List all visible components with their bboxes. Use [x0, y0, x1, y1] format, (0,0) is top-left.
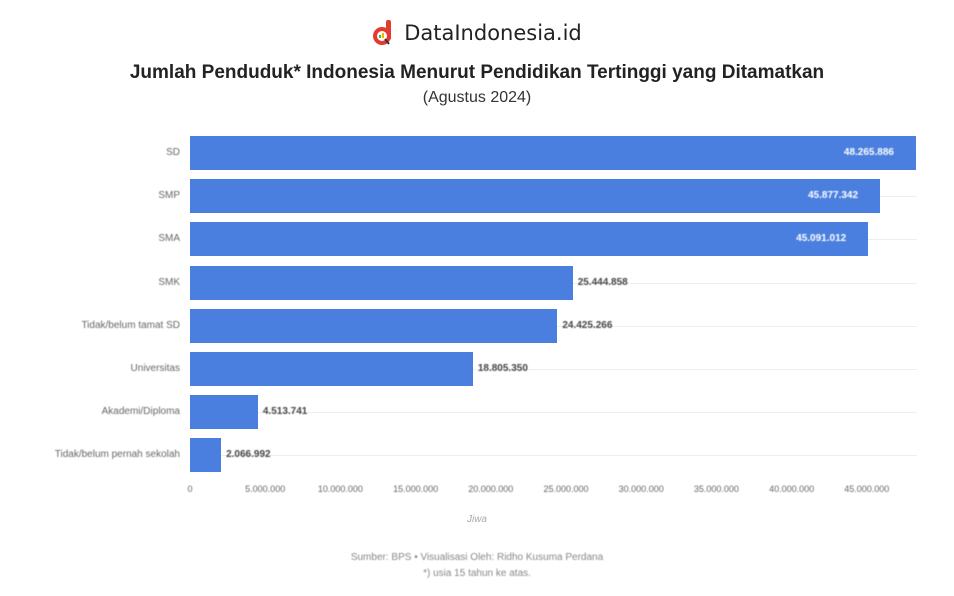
category-label: SMA — [158, 233, 180, 245]
x-tick-label: 40.000.000 — [769, 484, 815, 494]
x-tick-label: 20.000.000 — [468, 484, 514, 494]
bar[interactable] — [190, 265, 573, 300]
category-label: Tidak/belum tamat SD — [81, 319, 180, 331]
category-label: Universitas — [130, 363, 180, 374]
grid-line — [190, 369, 917, 370]
value-label: 24.425.266 — [562, 319, 613, 331]
category-label: Tidak/belum pernah sekolah — [54, 449, 180, 461]
value-label: 18.805.350 — [477, 363, 528, 374]
bar[interactable] — [190, 352, 473, 386]
category-label: SD — [166, 147, 180, 158]
footnote: *) usia 15 tahun ke atas. — [423, 568, 531, 579]
value-label: 2.066.992 — [226, 449, 271, 461]
bar[interactable] — [190, 438, 222, 473]
chart-title: Jumlah Penduduk* Indonesia Menurut Pendi… — [129, 62, 825, 83]
x-tick-label: 25.000.000 — [543, 484, 589, 494]
value-label: 45.091.012 — [796, 233, 847, 245]
grid-line — [190, 455, 917, 457]
dataindonesia-logo-icon — [372, 20, 394, 46]
value-label: 4.513.741 — [262, 406, 308, 418]
source-note: Sumber: BPS • Visualisasi Oleh: Ridho Ku… — [350, 552, 604, 563]
bar[interactable] — [190, 395, 258, 430]
category-label: SMP — [158, 190, 180, 202]
x-tick-label: 35.000.000 — [693, 484, 739, 494]
bar[interactable] — [190, 136, 916, 170]
x-tick-label: 30.000.000 — [618, 484, 664, 494]
brand-name: DataIndonesia.id — [404, 21, 582, 45]
x-tick-label: 10.000.000 — [317, 484, 363, 494]
value-label: 25.444.858 — [577, 276, 628, 288]
bar[interactable] — [190, 179, 880, 214]
value-label: 45.877.342 — [807, 190, 859, 202]
x-tick-label: 5.000.000 — [245, 484, 286, 494]
grid-line — [190, 412, 917, 414]
brand-logo: DataIndonesia.id — [0, 20, 954, 46]
x-tick-label: 15.000.000 — [393, 484, 439, 494]
bar[interactable] — [190, 308, 558, 343]
category-label: Akademi/Diploma — [101, 406, 180, 418]
bar[interactable] — [190, 222, 869, 257]
x-tick-label: 45.000.000 — [844, 484, 890, 494]
x-axis-label: Jiwa — [466, 514, 487, 525]
chart-subtitle: (Agustus 2024) — [422, 89, 532, 106]
value-label: 48.265.886 — [843, 147, 894, 158]
category-label: SMK — [158, 276, 180, 288]
x-tick-label: 0 — [187, 484, 193, 494]
